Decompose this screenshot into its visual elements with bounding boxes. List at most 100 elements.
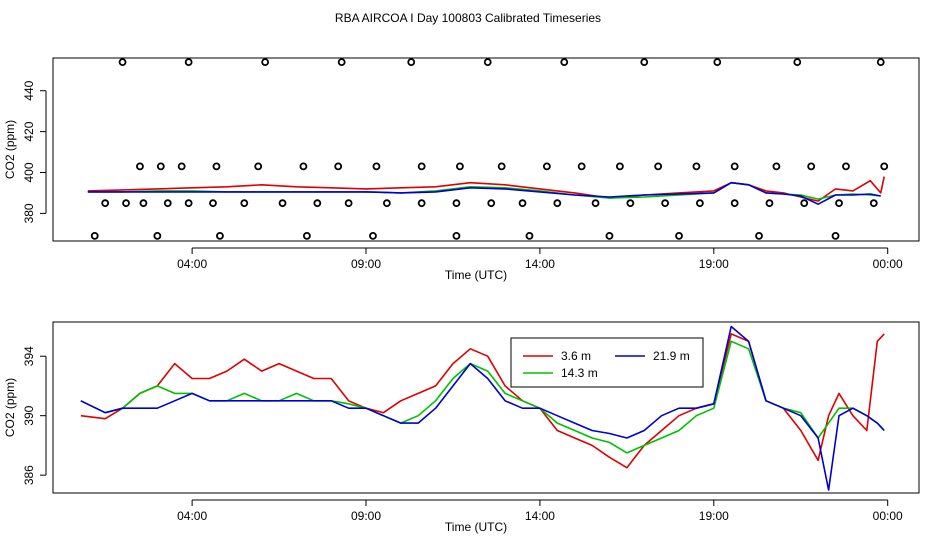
calibration-point: [730, 199, 739, 208]
x-tick-label: 04:00: [177, 509, 207, 523]
series-line-21-9-m: [80, 325, 885, 491]
calibration-point: [695, 199, 704, 208]
y-axis-label-top: CO2 (ppm): [3, 120, 17, 179]
calibration-point: [254, 162, 263, 171]
calibration-point: [344, 199, 353, 208]
calibration-point: [302, 231, 311, 240]
calibration-point: [452, 231, 461, 240]
plot-frame-bottom: [52, 321, 920, 494]
x-tick-label: 14:00: [525, 257, 555, 271]
calibration-point: [278, 199, 287, 208]
calibration-point: [487, 199, 496, 208]
calibration-point: [136, 162, 144, 171]
calibration-point: [163, 199, 172, 208]
calibration-point: [407, 58, 416, 66]
calibration-point: [626, 199, 635, 208]
calibration-point: [692, 162, 701, 171]
calibration-point: [525, 231, 534, 240]
calibration-point: [452, 199, 461, 208]
calibration-point: [542, 162, 551, 171]
calibration-point: [876, 58, 885, 66]
chart-top: 04:00 09:00 14:00 19:00 00:00 Time (UTC) 380 40…: [3, 57, 920, 282]
calibration-point: [518, 199, 527, 208]
calibration-point: [730, 162, 739, 171]
y-tick-label: 420: [22, 121, 36, 141]
y-axis-label-bottom: CO2 (ppm): [3, 378, 17, 437]
x-tick-label: 19:00: [699, 257, 729, 271]
x-tick-label: 14:00: [525, 509, 555, 523]
calibration-point: [153, 231, 162, 240]
calibration-point: [90, 231, 99, 240]
calibration-point: [156, 162, 165, 171]
calibration-point: [553, 199, 562, 208]
figure-title: RBA AIRCOA I Day 100803 Calibrated Times…: [335, 11, 601, 25]
calibration-point: [184, 199, 193, 208]
calibration-point: [640, 58, 649, 66]
calibration-point: [807, 162, 816, 171]
calibration-point: [842, 162, 850, 171]
x-tick-label: 00:00: [873, 257, 903, 271]
calibration-point: [591, 199, 600, 208]
x-axis-label-top: Time (UTC): [445, 268, 507, 282]
plot-frame-top: [52, 57, 920, 242]
calibration-point: [299, 162, 308, 171]
chart-bottom: 04:00 09:00 14:00 19:00 00:00 Time (UTC) 386 39…: [3, 321, 920, 534]
calibration-point: [713, 58, 722, 66]
calibration-point: [118, 58, 127, 66]
calibration-point: [800, 199, 809, 208]
calibration-point: [880, 162, 889, 171]
calibration-point: [101, 199, 110, 208]
calibration-point: [605, 231, 614, 240]
calibration-point: [184, 58, 193, 66]
calibration-point: [765, 199, 774, 208]
y-tick-label: 380: [22, 203, 36, 223]
calibration-point: [337, 58, 346, 66]
y-tick-label: 394: [22, 346, 36, 366]
calibration-point: [139, 199, 148, 208]
calibration-point: [334, 162, 343, 171]
legend-label: 14.3 m: [561, 366, 598, 380]
series-line-21-9-m: [87, 181, 881, 205]
calibration-point: [497, 162, 506, 171]
calibration-point: [661, 199, 670, 208]
calibration-point: [869, 199, 878, 208]
calibration-point: [313, 199, 322, 208]
calibration-point: [772, 162, 781, 171]
y-tick-label: 390: [22, 405, 36, 425]
series-line-3-6-m: [80, 333, 885, 469]
calibration-point: [261, 58, 270, 66]
calibration-point: [212, 162, 221, 171]
y-tick-label: 386: [22, 465, 36, 485]
calibration-point: [835, 199, 843, 208]
legend-label: 21.9 m: [653, 349, 690, 363]
x-tick-label: 04:00: [177, 257, 207, 271]
calibration-point: [382, 199, 391, 208]
calibration-point: [369, 231, 377, 240]
calibration-point: [417, 162, 426, 171]
y-tick-label: 440: [22, 80, 36, 100]
calibration-point: [417, 199, 426, 208]
x-axis-label-bottom: Time (UTC): [445, 520, 507, 534]
calibration-point: [831, 231, 840, 240]
y-tick-label: 400: [22, 162, 36, 182]
x-tick-label: 00:00: [873, 509, 903, 523]
calibration-point: [615, 162, 624, 171]
calibration-point: [216, 231, 224, 240]
calibration-point: [122, 199, 130, 208]
calibration-point: [675, 231, 683, 240]
calibration-point: [372, 162, 381, 171]
calibration-point: [209, 199, 217, 208]
calibration-point: [654, 162, 663, 171]
legend-box: [510, 337, 704, 388]
calibration-point: [177, 162, 186, 171]
calibration-point: [577, 162, 586, 171]
calibration-point: [240, 199, 249, 208]
x-tick-label: 09:00: [351, 509, 381, 523]
legend-label: 3.6 m: [561, 349, 591, 363]
x-tick-label: 09:00: [351, 257, 381, 271]
calibration-point: [560, 58, 569, 66]
calibration-point: [793, 58, 802, 66]
calibration-point: [755, 231, 763, 240]
